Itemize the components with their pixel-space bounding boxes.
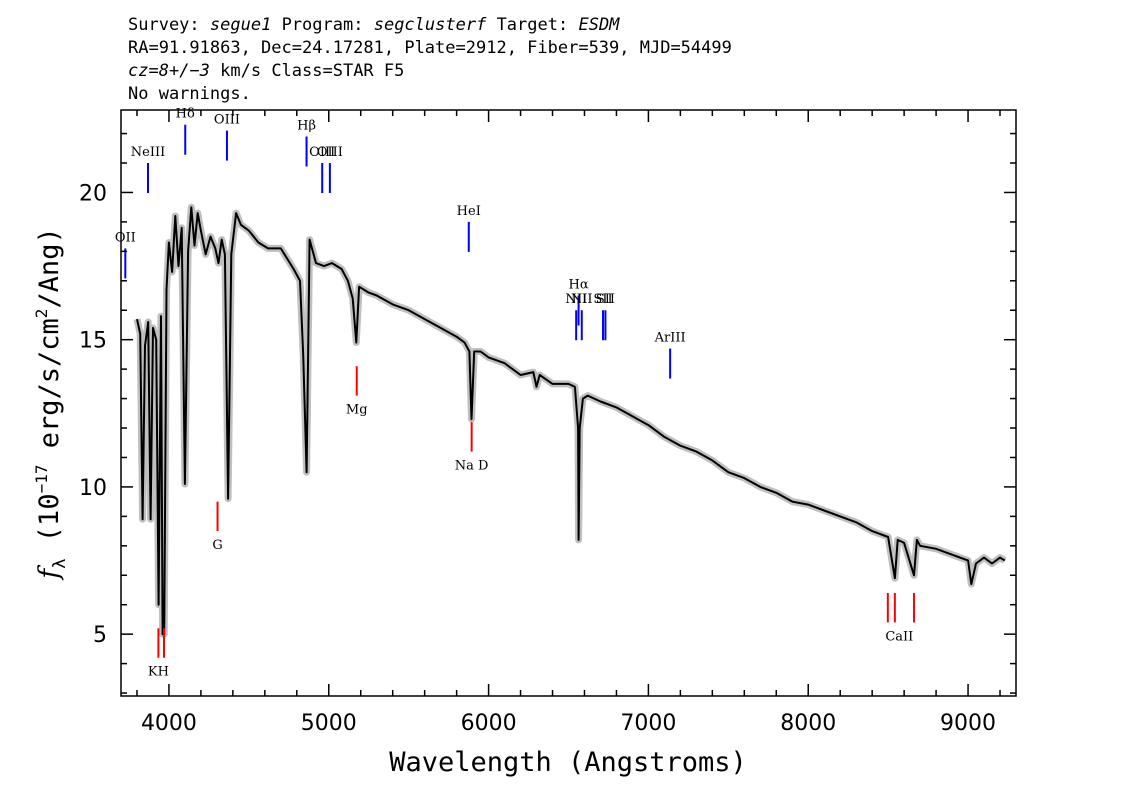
axes: 4000 5000 6000 7000 8000 9000 5 10 15 20 bbox=[79, 110, 1016, 736]
header-survey-line: Survey: segue1 Program: segclusterf Targ… bbox=[128, 14, 732, 37]
y-axis-unit-b: erg/s/cm bbox=[34, 318, 65, 464]
spectrum-header: Survey: segue1 Program: segclusterf Targ… bbox=[128, 14, 732, 106]
error-envelope bbox=[133, 203, 1007, 638]
emission-label-0: OII bbox=[115, 230, 136, 245]
emission-label-1: NeIII bbox=[131, 145, 165, 160]
emission-label-11: SII bbox=[593, 292, 612, 307]
emission-label-10: NII bbox=[571, 292, 593, 307]
absorption-label-3: Mg bbox=[346, 403, 368, 418]
emission-label-7: HeI bbox=[457, 204, 481, 219]
emission-label-6: OIII bbox=[317, 145, 343, 160]
y-axis-unit-a: (10 bbox=[34, 493, 65, 558]
x-tick-label-8000: 8000 bbox=[780, 711, 836, 736]
survey-value: segue1 bbox=[209, 15, 272, 35]
y-tick-label-15: 15 bbox=[79, 329, 107, 354]
absorption-label-0: KH bbox=[148, 665, 169, 680]
emission-label-8: Hα bbox=[569, 278, 589, 293]
emission-label-9: NII bbox=[565, 292, 587, 307]
y-tick-label-10: 10 bbox=[79, 476, 107, 501]
y-tick-label-5: 5 bbox=[93, 623, 107, 648]
y-axis-f: f bbox=[34, 565, 65, 581]
y-axis-title: fλ (10−17 erg/s/cm2/Ang) bbox=[32, 227, 70, 580]
emission-label-5: OIII bbox=[309, 145, 335, 160]
cz-label: cz bbox=[128, 61, 149, 81]
target-label: Target: bbox=[496, 15, 569, 35]
absorption-label-6: CaII bbox=[885, 629, 913, 644]
spectrum-line bbox=[136, 206, 1006, 636]
header-redshift-line: cz=8+/−3 km/s Class=STAR F5 bbox=[128, 60, 732, 83]
header-warnings-line: No warnings. bbox=[128, 84, 251, 104]
x-tick-label-9000: 9000 bbox=[940, 711, 996, 736]
emission-label-4: Hβ bbox=[297, 119, 316, 134]
y-axis-lambda: λ bbox=[50, 558, 70, 568]
survey-label: Survey: bbox=[128, 15, 200, 35]
x-tick-label-7000: 7000 bbox=[620, 711, 676, 736]
emission-label-13: ArIII bbox=[654, 331, 686, 346]
x-tick-label-5000: 5000 bbox=[301, 711, 357, 736]
x-tick-label-6000: 6000 bbox=[461, 711, 517, 736]
y-tick-label-20: 20 bbox=[79, 181, 107, 206]
program-label: Program: bbox=[281, 15, 364, 35]
absorption-label-4: Na D bbox=[455, 459, 489, 474]
y-axis-exp: −17 bbox=[32, 465, 51, 494]
y-axis-unit-c: /Ang) bbox=[34, 227, 65, 308]
x-axis-title: Wavelength (Angstroms) bbox=[389, 747, 747, 778]
plot-frame bbox=[120, 109, 1017, 697]
class-text: km/s Class=STAR F5 bbox=[209, 61, 405, 81]
y-axis-exp2: 2 bbox=[32, 309, 51, 319]
header-coordinates-line: RA=91.91863, Dec=24.17281, Plate=2912, F… bbox=[128, 38, 732, 58]
target-value: ESDM bbox=[578, 15, 620, 35]
cz-value: =8+/−3 bbox=[148, 61, 210, 81]
absorption-label-2: G bbox=[212, 538, 222, 553]
emission-label-3: OIII bbox=[214, 113, 240, 128]
emission-label-12: SII bbox=[596, 292, 615, 307]
program-value: segclusterf bbox=[373, 15, 487, 35]
emission-label-2: Hδ bbox=[176, 107, 195, 122]
x-tick-label-4000: 4000 bbox=[141, 711, 197, 736]
